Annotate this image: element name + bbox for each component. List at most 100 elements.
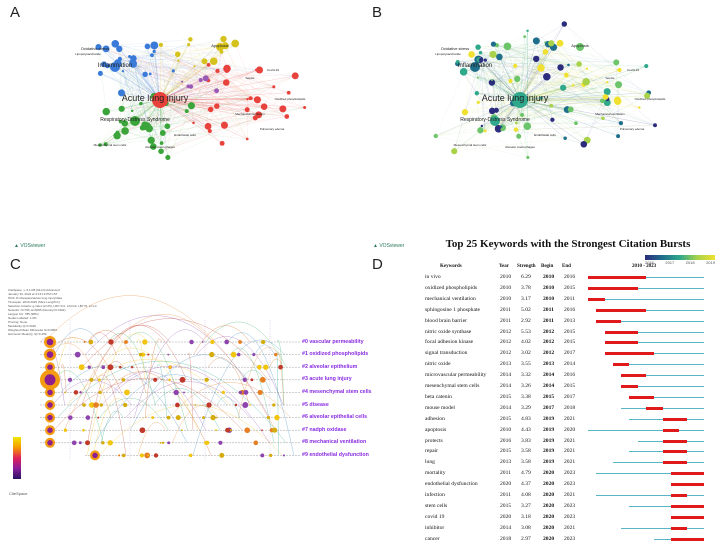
header-year: Year bbox=[499, 264, 509, 269]
timeline-node-core bbox=[47, 389, 53, 396]
keyword-node bbox=[147, 136, 155, 144]
network-edge bbox=[463, 56, 500, 72]
keyword-node bbox=[459, 68, 468, 76]
timeline-arc bbox=[88, 330, 147, 393]
timeline-node bbox=[93, 402, 99, 408]
burst-row: protects 2016 3.83 2019 2021 bbox=[420, 436, 716, 447]
keyword-node bbox=[576, 61, 582, 67]
burst-cell-begin: 2012 bbox=[543, 350, 555, 357]
burst-cell-strength: 3.26 bbox=[521, 383, 531, 389]
citation-color-legend bbox=[13, 437, 21, 479]
network-edge bbox=[515, 65, 618, 100]
node-label: Sepsis bbox=[605, 76, 615, 80]
burst-cell-end: 2015 bbox=[564, 284, 576, 291]
timeline-node bbox=[89, 377, 94, 382]
network-edge bbox=[117, 62, 148, 127]
cluster-label: #6 alveolar epithelial cells bbox=[302, 414, 368, 421]
citespace-legend-label: CiteSpace bbox=[9, 491, 28, 496]
network-edge bbox=[513, 96, 606, 104]
burst-cell-kw: beta catenin bbox=[425, 393, 452, 400]
network-edge bbox=[493, 67, 542, 84]
keyword-node bbox=[150, 41, 159, 50]
network-edge bbox=[121, 43, 236, 93]
network-edge bbox=[133, 58, 305, 108]
network-edge bbox=[524, 36, 617, 63]
network-edge bbox=[481, 99, 618, 127]
network-labels: Acute lung injury Inflammation Respiratory… bbox=[435, 43, 666, 149]
network-edge bbox=[502, 75, 567, 128]
network-edge bbox=[132, 64, 209, 112]
network-edge bbox=[173, 44, 189, 71]
network-edge bbox=[491, 63, 580, 83]
timeline-node bbox=[272, 403, 276, 407]
network-edge bbox=[507, 46, 606, 98]
timeline-node bbox=[229, 429, 232, 432]
burst-row: apoptosis 2010 4.43 2019 2020 bbox=[420, 425, 716, 436]
network-edge bbox=[178, 60, 192, 87]
network-edge bbox=[190, 51, 222, 87]
network-edge bbox=[496, 110, 576, 124]
node-label: Alveolar macrophages bbox=[145, 145, 175, 149]
network-edge bbox=[159, 82, 227, 101]
timeline-node bbox=[153, 453, 159, 458]
network-edge bbox=[159, 44, 162, 101]
keyword-node bbox=[653, 123, 657, 128]
node-label: Lipopolysaccharide bbox=[75, 52, 101, 56]
timeline-node bbox=[189, 339, 194, 345]
network-edge bbox=[107, 65, 145, 125]
timeline-node bbox=[121, 453, 126, 458]
network-edge bbox=[476, 60, 486, 94]
network-edge bbox=[586, 62, 617, 83]
network-edge bbox=[159, 99, 265, 107]
keyword-node bbox=[567, 63, 570, 67]
network-edge bbox=[519, 81, 587, 101]
cluster-label: #5 disease bbox=[302, 401, 329, 408]
node-label: Mechanical ventilation bbox=[595, 112, 625, 116]
cluster-label: #3 acute lung injury bbox=[302, 376, 352, 383]
network-edge bbox=[132, 63, 168, 127]
network-edge bbox=[510, 80, 584, 85]
network-edge bbox=[98, 46, 251, 99]
network-edge bbox=[115, 43, 183, 82]
burst-period-bar bbox=[662, 417, 688, 421]
keyword-node bbox=[483, 58, 487, 62]
network-edge bbox=[480, 59, 584, 85]
hub-node bbox=[152, 92, 168, 108]
timeline-arc bbox=[100, 411, 124, 443]
network-edge bbox=[149, 128, 248, 140]
burst-cell-kw: mouse model bbox=[425, 404, 455, 411]
network-edge bbox=[162, 86, 274, 134]
burst-cell-begin: 2019 bbox=[543, 415, 555, 422]
burst-cell-year: 2015 bbox=[500, 393, 512, 400]
keyword-node bbox=[121, 127, 129, 135]
timeline-node bbox=[261, 429, 263, 432]
node-label: Oxidative stress bbox=[441, 46, 469, 51]
node-label: Endothelial cells bbox=[534, 133, 556, 137]
network-edge bbox=[497, 45, 551, 129]
network-edge bbox=[477, 77, 608, 103]
burst-cell-begin: 2013 bbox=[543, 361, 555, 368]
keyword-node bbox=[145, 124, 153, 133]
network-edge bbox=[565, 95, 648, 139]
timeline-node bbox=[181, 429, 183, 432]
burst-period-bar bbox=[588, 286, 638, 290]
timeline-node bbox=[107, 364, 114, 371]
network-edge bbox=[457, 61, 647, 67]
network-edge bbox=[519, 23, 565, 101]
burst-cell-end: 2017 bbox=[564, 350, 576, 357]
network-edge bbox=[545, 51, 620, 71]
network-edge bbox=[478, 47, 569, 66]
network-edge bbox=[617, 101, 640, 108]
network-edge bbox=[496, 46, 508, 111]
keyword-node bbox=[582, 77, 590, 86]
keyword-node bbox=[158, 148, 164, 155]
network-edge bbox=[124, 74, 146, 124]
timeline-node bbox=[159, 441, 162, 444]
burst-cell-year: 2018 bbox=[500, 535, 512, 542]
network-edge bbox=[464, 54, 472, 113]
keyword-node bbox=[526, 155, 530, 160]
node-label: Pulmonary edema bbox=[260, 127, 285, 131]
burst-cell-end: 2015 bbox=[564, 383, 576, 389]
network-edge bbox=[105, 66, 195, 145]
citespace-header-line: Selection Criteria: g-index (k=25), LRF=… bbox=[8, 304, 97, 308]
